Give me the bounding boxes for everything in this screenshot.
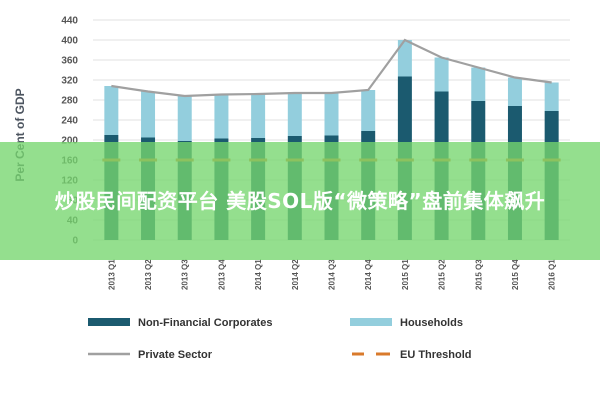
x-tick-label: 2015 Q1 (401, 259, 410, 290)
x-tick-label: 2013 Q1 (107, 259, 116, 290)
y-tick-label: 280 (61, 96, 78, 107)
y-tick-label: 240 (61, 116, 78, 127)
x-tick-label: 2015 Q3 (474, 259, 483, 290)
banner-text: 炒股民间配资平台 美股SOL版“微策略”盘前集体飙升 (54, 189, 546, 213)
promo-banner: 炒股民间配资平台 美股SOL版“微策略”盘前集体飙升 (0, 142, 600, 260)
bar-households (141, 91, 156, 138)
x-tick-label: 2016 Q1 (548, 259, 557, 290)
legend-swatch (350, 318, 392, 326)
legend-label: Non-Financial Corporates (138, 317, 272, 329)
private-sector-line (111, 38, 552, 98)
legend: Non-Financial Corporates Households Privat… (88, 317, 472, 361)
bar-households (434, 57, 449, 92)
x-tick-label: 2015 Q2 (438, 259, 447, 290)
x-tick-label: 2014 Q4 (364, 259, 373, 290)
bar-households (214, 94, 229, 139)
x-axis-ticks: 2013 Q1 2013 Q2 2013 Q3 2013 Q4 2014 Q1 2014 … (107, 259, 556, 290)
bar-households (287, 93, 302, 136)
y-tick-label: 360 (61, 56, 78, 67)
x-tick-label: 2013 Q2 (144, 259, 153, 290)
y-tick-label: 400 (61, 36, 78, 47)
y-tick-label: 440 (61, 16, 78, 27)
x-tick-label: 2013 Q4 (217, 259, 226, 290)
bar-households (507, 77, 522, 106)
bar-households (361, 90, 376, 131)
x-tick-label: 2015 Q4 (511, 259, 520, 290)
y-tick-label: 200 (61, 136, 78, 147)
x-tick-label: 2014 Q2 (291, 259, 300, 290)
legend-label: Households (400, 317, 463, 329)
bar-households (471, 67, 486, 101)
private-sector-polyline (111, 38, 552, 98)
x-tick-label: 2014 Q3 (328, 259, 337, 290)
x-tick-label: 2013 Q3 (181, 259, 190, 290)
bar-households (544, 82, 559, 111)
legend-label: EU Threshold (400, 349, 472, 361)
legend-label: Private Sector (138, 349, 213, 361)
bar-households (324, 93, 339, 136)
bar-households (104, 86, 119, 135)
bar-households (397, 40, 412, 77)
legend-swatch (88, 318, 130, 326)
y-tick-label: 320 (61, 76, 78, 87)
bar-households (251, 94, 266, 138)
x-tick-label: 2014 Q1 (254, 259, 263, 290)
bar-households (177, 96, 192, 141)
